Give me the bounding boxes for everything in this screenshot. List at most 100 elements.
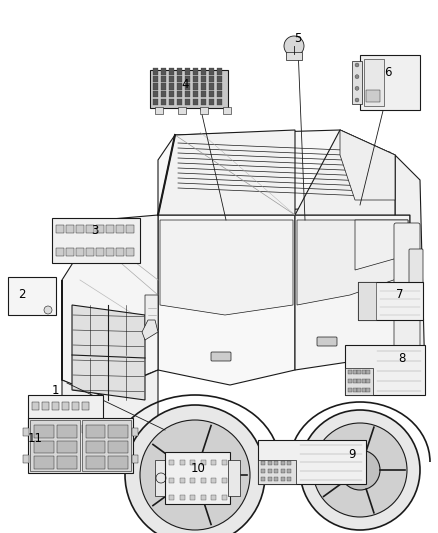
- Bar: [190, 495, 195, 500]
- Polygon shape: [355, 220, 408, 270]
- Bar: [81, 420, 131, 471]
- Bar: [261, 469, 265, 473]
- Polygon shape: [142, 320, 158, 340]
- Bar: [281, 469, 285, 473]
- Bar: [153, 68, 158, 75]
- Text: 7: 7: [396, 288, 404, 302]
- Bar: [362, 379, 366, 383]
- Bar: [28, 418, 133, 473]
- Bar: [286, 52, 302, 60]
- Bar: [180, 461, 184, 465]
- Bar: [185, 91, 190, 98]
- Bar: [177, 76, 182, 82]
- Bar: [223, 107, 231, 114]
- Text: 11: 11: [28, 432, 42, 445]
- FancyBboxPatch shape: [211, 352, 231, 361]
- Text: 3: 3: [91, 223, 99, 237]
- Bar: [165, 452, 230, 504]
- Bar: [364, 59, 384, 106]
- Bar: [169, 91, 174, 98]
- FancyBboxPatch shape: [394, 223, 420, 357]
- Bar: [193, 76, 198, 82]
- Bar: [62, 425, 69, 433]
- Bar: [268, 461, 272, 465]
- Bar: [34, 441, 54, 454]
- Polygon shape: [95, 435, 400, 465]
- Text: 8: 8: [398, 351, 406, 365]
- Bar: [56, 225, 64, 233]
- Polygon shape: [297, 220, 408, 305]
- Bar: [348, 370, 352, 374]
- Polygon shape: [62, 215, 158, 395]
- Bar: [201, 99, 206, 105]
- Bar: [281, 477, 285, 481]
- Bar: [287, 469, 291, 473]
- Bar: [85, 441, 105, 454]
- Bar: [42, 425, 49, 433]
- Bar: [72, 425, 79, 433]
- Bar: [209, 91, 214, 98]
- Polygon shape: [295, 130, 395, 215]
- Bar: [258, 460, 296, 484]
- Bar: [268, 469, 272, 473]
- Bar: [274, 477, 278, 481]
- Bar: [52, 218, 140, 263]
- Circle shape: [355, 63, 359, 67]
- Polygon shape: [62, 280, 158, 445]
- Bar: [106, 248, 114, 256]
- Bar: [180, 495, 184, 500]
- Text: 6: 6: [384, 66, 392, 78]
- Bar: [201, 461, 205, 465]
- Bar: [177, 99, 182, 105]
- Bar: [362, 370, 366, 374]
- Bar: [96, 225, 104, 233]
- Bar: [357, 379, 361, 383]
- Circle shape: [44, 306, 52, 314]
- Bar: [217, 91, 222, 98]
- Bar: [185, 84, 190, 90]
- Bar: [353, 370, 357, 374]
- Bar: [161, 76, 166, 82]
- FancyBboxPatch shape: [317, 337, 337, 346]
- Bar: [193, 84, 198, 90]
- Bar: [209, 76, 214, 82]
- Bar: [28, 395, 103, 440]
- Bar: [108, 456, 128, 469]
- Bar: [32, 425, 39, 433]
- Bar: [190, 478, 195, 483]
- Bar: [108, 441, 128, 454]
- Circle shape: [300, 410, 420, 530]
- Bar: [169, 495, 174, 500]
- Bar: [72, 402, 79, 410]
- Bar: [367, 388, 371, 392]
- Bar: [56, 248, 64, 256]
- Bar: [86, 248, 95, 256]
- Bar: [153, 91, 158, 98]
- Bar: [155, 107, 163, 114]
- Bar: [281, 461, 285, 465]
- Bar: [34, 456, 54, 469]
- Bar: [357, 388, 361, 392]
- Bar: [57, 441, 77, 454]
- Bar: [85, 425, 105, 438]
- Bar: [258, 440, 366, 484]
- Bar: [193, 91, 198, 98]
- Text: 5: 5: [294, 31, 302, 44]
- Bar: [178, 107, 186, 114]
- Circle shape: [284, 36, 304, 56]
- Bar: [211, 461, 216, 465]
- Bar: [261, 477, 265, 481]
- Bar: [217, 76, 222, 82]
- Bar: [116, 248, 124, 256]
- Bar: [357, 370, 361, 374]
- Bar: [153, 84, 158, 90]
- Circle shape: [313, 423, 407, 517]
- Bar: [360, 55, 420, 110]
- Bar: [161, 99, 166, 105]
- Bar: [169, 99, 174, 105]
- Bar: [348, 379, 352, 383]
- Bar: [261, 461, 265, 465]
- Bar: [209, 84, 214, 90]
- Bar: [106, 225, 114, 233]
- Bar: [86, 225, 95, 233]
